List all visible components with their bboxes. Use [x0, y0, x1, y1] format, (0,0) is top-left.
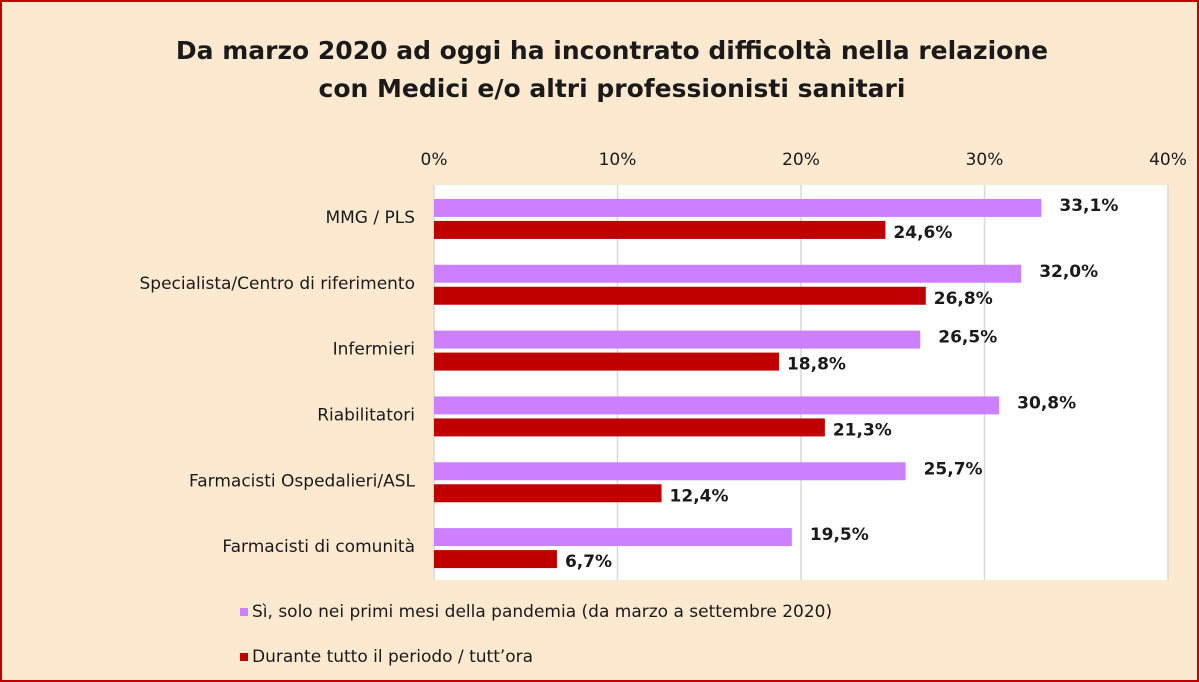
y-tick-label: Farmacisti di comunità [222, 537, 415, 557]
chart-title: Da marzo 2020 ad oggi ha incontrato diff… [176, 36, 1048, 65]
value-label: 24,6% [893, 223, 952, 243]
x-tick-label: 10% [599, 150, 637, 170]
value-label: 25,7% [924, 459, 983, 479]
bar [434, 550, 557, 569]
bar [434, 220, 886, 239]
y-tick-label: Specialista/Centro di riferimento [140, 274, 415, 294]
value-label: 30,8% [1017, 393, 1076, 413]
value-label: 33,1% [1059, 196, 1118, 216]
bar [434, 484, 662, 503]
x-tick-label: 30% [966, 150, 1004, 170]
x-tick-label: 20% [782, 150, 820, 170]
value-label: 26,5% [938, 328, 997, 348]
bar [434, 286, 926, 305]
bar [434, 352, 779, 371]
value-label: 12,4% [670, 486, 729, 506]
bar [434, 198, 1042, 217]
legend-swatch [240, 608, 248, 616]
value-label: 18,8% [787, 355, 846, 375]
value-label: 32,0% [1039, 262, 1098, 282]
bar [434, 462, 906, 481]
y-tick-label: Farmacisti Ospedalieri/ASL [189, 471, 415, 491]
value-label: 26,8% [934, 289, 993, 309]
legend-label: Durante tutto il periodo / tutt’ora [252, 647, 533, 667]
chart-title: con Medici e/o altri professionisti sani… [319, 74, 906, 103]
legend-swatch [240, 653, 248, 661]
value-label: 21,3% [833, 420, 892, 440]
bar [434, 330, 921, 349]
bar [434, 418, 825, 437]
y-tick-label: Infermieri [333, 340, 415, 360]
y-tick-label: Riabilitatori [317, 405, 415, 425]
value-label: 19,5% [810, 525, 869, 545]
bar [434, 528, 792, 547]
x-tick-label: 0% [421, 150, 448, 170]
y-tick-label: MMG / PLS [325, 208, 415, 228]
x-tick-label: 40% [1149, 150, 1187, 170]
bar [434, 264, 1022, 283]
value-label: 6,7% [565, 552, 612, 572]
legend-label: Sì, solo nei primi mesi della pandemia (… [252, 602, 832, 622]
bar [434, 396, 1000, 415]
